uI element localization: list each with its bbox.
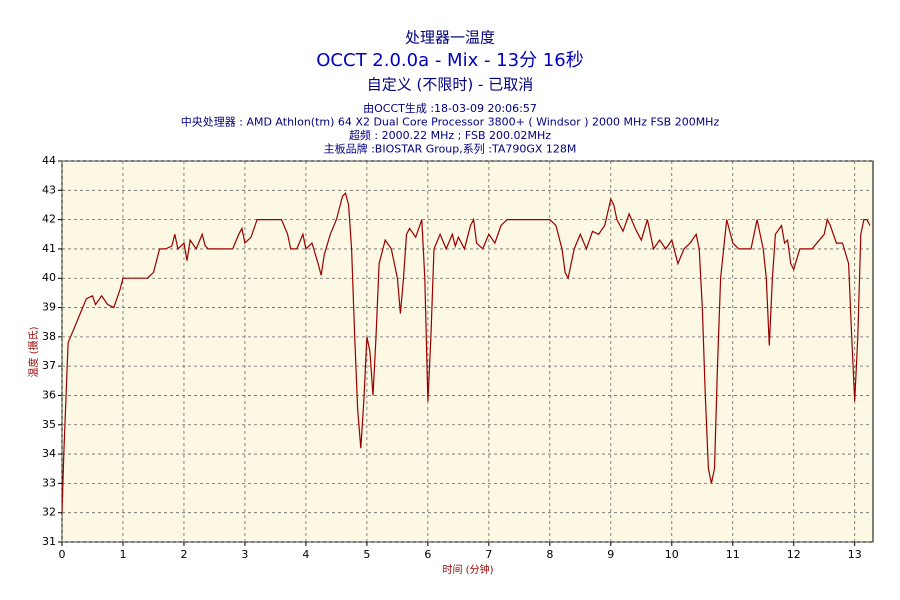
chart-subtitle: OCCT 2.0.0a - Mix - 13分 16秒 [316, 50, 583, 71]
x-tick-label: 13 [848, 548, 862, 561]
plot-area [61, 160, 874, 543]
y-tick-label: 34 [42, 447, 56, 460]
x-tick-label: 5 [363, 548, 370, 561]
info-line: 由OCCT生成 :18-03-09 20:06:57 [363, 101, 537, 115]
y-tick-label: 40 [42, 271, 56, 284]
y-tick-label: 35 [42, 418, 56, 431]
info-line: 中央处理器 : AMD Athlon(tm) 64 X2 Dual Core P… [181, 116, 720, 129]
temperature-line [61, 192, 871, 513]
y-tick-label: 41 [42, 242, 56, 255]
x-tick-label: 4 [302, 548, 309, 561]
y-tick-label: 42 [42, 213, 56, 226]
y-tick-label: 43 [42, 183, 56, 196]
y-tick-label: 31 [42, 535, 56, 548]
y-tick-label: 38 [42, 330, 56, 343]
x-tick-label: 8 [546, 548, 553, 561]
y-axis-label: 温度 (摄氏) [27, 326, 40, 377]
info-line: 主板品牌 :BIOSTAR Group,系列 :TA790GX 128M [324, 142, 577, 156]
x-tick-label: 11 [726, 548, 740, 561]
y-tick-label: 37 [42, 359, 56, 372]
x-tick-label: 3 [241, 548, 248, 561]
x-tick-label: 2 [180, 548, 187, 561]
info-line: 超频 : 2000.22 MHz ; FSB 200.02MHz [349, 128, 551, 142]
x-tick-label: 12 [787, 548, 801, 561]
x-axis-label: 时间 (分钟) [443, 563, 494, 576]
chart-title: 处理器一温度 [405, 29, 495, 47]
y-tick-label: 36 [42, 388, 56, 401]
y-tick-label: 44 [42, 154, 56, 167]
x-tick-label: 10 [665, 548, 679, 561]
x-tick-label: 7 [485, 548, 492, 561]
x-tick-label: 6 [424, 548, 431, 561]
y-tick-label: 39 [42, 301, 56, 314]
x-tick-label: 1 [119, 548, 126, 561]
y-tick-label: 33 [42, 476, 56, 489]
y-tick-label: 32 [42, 506, 56, 519]
x-tick-label: 0 [59, 548, 66, 561]
chart-subtitle: 自定义 (不限时) - 已取消 [367, 76, 533, 94]
x-tick-label: 9 [607, 548, 614, 561]
